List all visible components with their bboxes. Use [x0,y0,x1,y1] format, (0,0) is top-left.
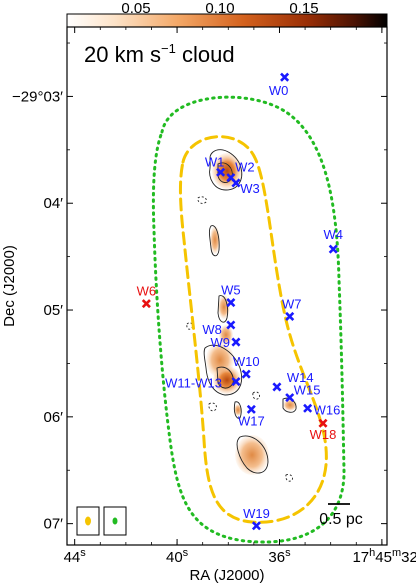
source-label: W14 [287,370,314,385]
source-cross [328,244,338,254]
source-cross [141,299,151,309]
y-tick-label: 05′ [44,302,64,319]
y-tick-label: 06′ [44,409,64,426]
source-label: W15 [294,383,321,398]
source-marker: W4 [323,227,343,254]
contour [217,295,229,323]
source-label: W11-W13 [165,376,222,391]
source-cross [231,377,241,387]
source-cross [272,382,282,392]
contour [233,401,242,419]
panel-title: 20 km s−1 cloud [84,41,235,67]
source-label: W10 [233,354,260,369]
source-marker: W0 [269,72,290,98]
source-marker: W3 [231,178,260,196]
scale-bar-label: 0.5 pc [319,511,363,528]
source-cross [246,404,256,414]
source-cross [280,72,290,82]
beam-ellipse-green [112,517,118,525]
contours [186,149,297,482]
contour-negative [197,196,207,204]
source-marker: W9 [210,335,241,350]
emission-clump [234,404,242,416]
colorbar-tick-label: 0.15 [289,0,318,17]
source-marker: W18 [310,418,337,442]
contour-negative [285,474,293,482]
source-marker: W14 [272,370,314,392]
source-cross [285,393,295,403]
contour [203,344,243,396]
x-axis-title: RA (J2000) [189,567,264,584]
y-axis-title: Dec (J2000) [1,245,18,327]
source-cross [231,178,241,188]
y-tick-label: −29°03′ [12,88,63,105]
emission-clump [218,295,230,319]
yellow-dashed-region [178,135,328,524]
source-cross [241,369,251,379]
source-label: W4 [323,227,343,242]
source-marker: W6 [137,284,157,309]
contour [209,149,243,191]
source-marker: W15 [285,383,321,403]
source-label: W16 [314,402,341,417]
green-dotted-region [151,95,346,544]
source-marker: W16 [303,402,341,417]
colorbar-tick-label: 0.05 [121,0,150,17]
y-tick-label: 04′ [44,195,64,212]
source-label: W1 [205,154,225,169]
source-marker: W10 [233,354,260,379]
source-marker: W11-W13 [165,376,241,391]
beam-ellipse-yellow [85,516,91,526]
source-cross [251,521,261,531]
beam-indicators [76,506,127,536]
source-label: W0 [269,83,289,98]
source-marker: W8 [202,320,236,337]
source-cross [303,403,313,413]
source-label: W18 [310,427,337,442]
emission-clump [283,399,297,411]
source-label: W2 [235,160,255,175]
source-label: W8 [202,322,222,337]
beam-box [76,506,100,536]
scale-bar: 0.5 pc [319,503,363,528]
source-cross [216,167,226,177]
source-label: W7 [282,296,302,311]
source-marker: W17 [238,404,265,428]
colorbar-tick-label: 0.10 [205,0,234,17]
emission-clump [213,366,241,394]
source-cross [318,418,328,428]
beam-box [103,506,127,536]
axes: 44s 40s 36s 17h45m32s −29°03′ 04′ 05′ 06′ 07′ [12,27,416,566]
source-marker: W2 [226,160,255,183]
source-label: W17 [238,413,265,428]
x-tick-label: 40s [166,547,189,566]
colorbar: 0.05 0.10 0.15 [66,0,388,28]
x-tick-label: 44s [64,547,87,566]
source-marker: W1 [205,154,226,177]
source-cross [285,311,295,321]
source-label: W3 [240,181,260,196]
source-cross [226,320,236,330]
emission-clump [235,435,269,475]
source-cross [231,337,241,347]
source-label: W6 [137,284,157,299]
y-tick-label: 07′ [44,516,64,533]
contour [236,435,269,474]
source-label: W19 [243,506,270,521]
source-label: W5 [221,283,241,298]
contour [208,225,220,257]
x-tick-label: 17h45m32s [352,547,416,566]
x-tick-label: 36s [268,547,291,566]
source-marker: W7 [282,296,302,321]
source-cross [226,298,236,308]
emission-clump [219,325,233,345]
source-marker: W19 [243,506,270,531]
source-label: W9 [210,335,230,350]
source-cross [226,173,236,183]
source-marker: W5 [221,283,241,308]
plot-frame [66,26,388,546]
